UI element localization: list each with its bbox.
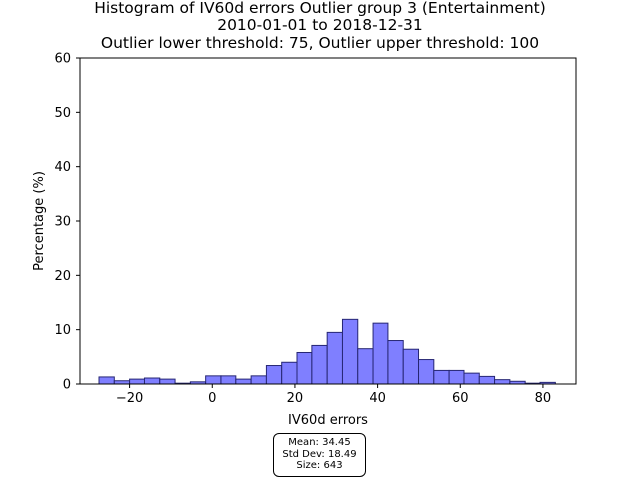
histogram-bar xyxy=(296,351,313,385)
y-axis-ticks: 0 10 20 30 40 50 60 xyxy=(54,52,80,393)
histogram-bar xyxy=(418,359,435,385)
histogram-bar xyxy=(98,376,115,385)
histogram-bar xyxy=(357,348,374,385)
histogram-bar xyxy=(478,375,496,385)
chart-title-line-3: Outlier lower threshold: 75, Outlier upp… xyxy=(100,34,540,52)
histogram-bar xyxy=(448,369,465,385)
histogram-bar xyxy=(235,378,252,385)
histogram-bar xyxy=(250,375,267,385)
y-tick-label: 30 xyxy=(54,215,71,230)
histogram-bar xyxy=(159,378,176,385)
histogram-bar xyxy=(433,369,450,385)
x-tick-label: 60 xyxy=(452,391,469,406)
histogram-bar xyxy=(372,322,389,385)
chart-title-line-1: Histogram of IV60d errors Outlier group … xyxy=(94,0,546,17)
stats-size: Size: 643 xyxy=(296,460,343,471)
x-axis-label: IV60d errors xyxy=(288,413,368,428)
histogram-bar xyxy=(402,348,420,385)
histogram-bar xyxy=(494,379,511,385)
y-tick-label: 0 xyxy=(63,378,71,393)
x-tick-label: −20 xyxy=(116,391,143,406)
y-axis-label: Percentage (%) xyxy=(32,171,47,271)
histogram-bar xyxy=(281,361,298,385)
histogram-bars xyxy=(98,318,556,385)
histogram-bar xyxy=(220,375,237,385)
stats-mean: Mean: 34.45 xyxy=(288,437,351,448)
stats-std-dev: Std Dev: 18.49 xyxy=(282,448,357,460)
y-tick-label: 10 xyxy=(54,323,71,338)
y-tick-label: 20 xyxy=(54,269,71,284)
histogram-bar xyxy=(129,378,145,385)
x-tick-label: 0 xyxy=(208,391,216,406)
y-tick-label: 40 xyxy=(54,160,71,175)
histogram-bar xyxy=(463,372,480,385)
histogram-bar xyxy=(326,331,343,385)
y-tick-label: 50 xyxy=(54,106,71,121)
x-axis-ticks: −20 0 20 40 60 80 xyxy=(116,384,551,406)
stats-box: Mean: 34.45 Std Dev: 18.49 Size: 643 xyxy=(273,433,366,477)
histogram-bar xyxy=(341,318,359,385)
x-tick-label: 20 xyxy=(287,391,304,406)
histogram-bar xyxy=(265,365,283,385)
x-tick-label: 40 xyxy=(369,391,386,406)
histogram-bar xyxy=(387,340,404,385)
chart-title-line-2: 2010-01-01 to 2018-12-31 xyxy=(217,16,423,34)
x-tick-label: 80 xyxy=(535,391,552,406)
y-tick-label: 60 xyxy=(54,52,71,67)
histogram-bar xyxy=(143,377,161,385)
histogram-bar xyxy=(205,375,222,385)
histogram-bar xyxy=(311,344,328,385)
